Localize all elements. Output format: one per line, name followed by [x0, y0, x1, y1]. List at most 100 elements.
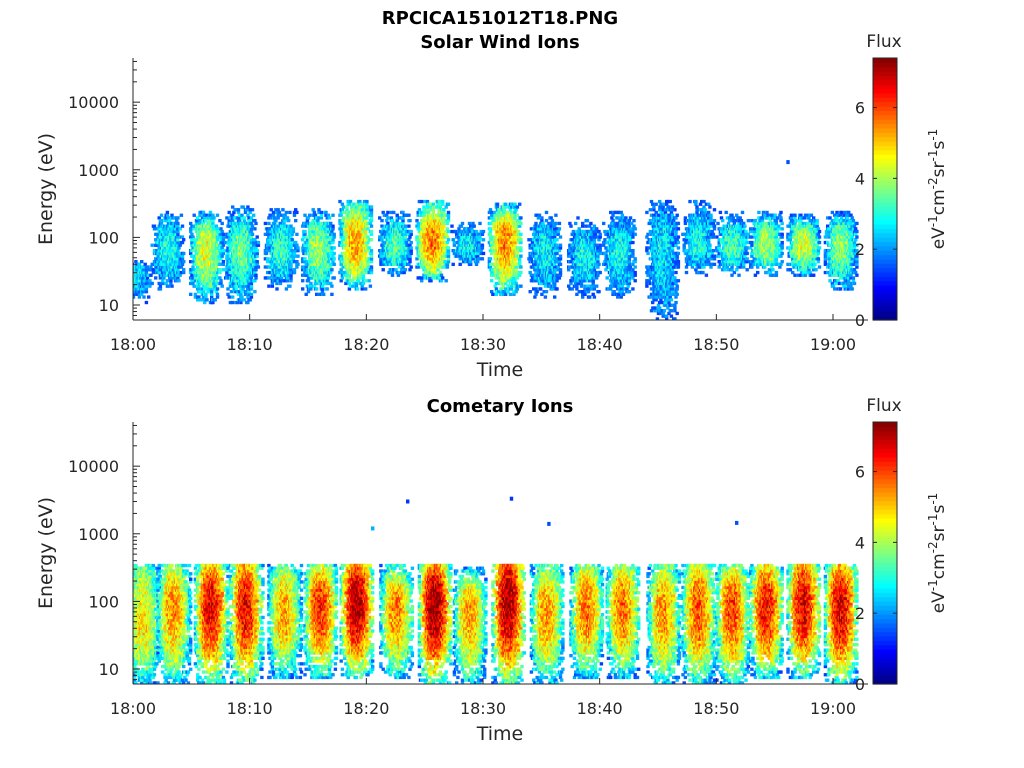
- solar-wind-cell: [315, 216, 319, 220]
- solar-wind-cell: [289, 227, 293, 231]
- solar-wind-cell: [215, 254, 220, 258]
- solar-wind-cell: [227, 238, 231, 242]
- solar-wind-cell: [190, 243, 194, 247]
- solar-wind-cell: [408, 254, 412, 258]
- solar-wind-cell: [469, 260, 473, 264]
- solar-wind-cell: [123, 285, 126, 288]
- solar-wind-cell: [128, 265, 131, 268]
- solar-wind-cell: [490, 243, 494, 247]
- solar-wind-cell: [305, 284, 310, 288]
- solar-wind-cell: [189, 229, 193, 234]
- solar-wind-cell: [420, 265, 424, 269]
- solar-wind-cell: [360, 284, 364, 288]
- solar-wind-cell: [177, 246, 181, 250]
- solar-wind-cell: [292, 270, 297, 275]
- solar-wind-cell: [331, 224, 335, 228]
- solar-wind-cell: [407, 251, 411, 256]
- solar-wind-cell: [240, 213, 244, 217]
- solar-wind-cell: [369, 238, 374, 242]
- solar-wind-cell: [442, 249, 446, 253]
- solar-wind-cell: [255, 260, 259, 264]
- solar-wind-cell: [378, 238, 382, 242]
- solar-wind-cell: [304, 224, 308, 228]
- solar-wind-cell: [409, 240, 413, 245]
- solar-wind-cell: [214, 290, 219, 294]
- solar-wind-cell: [166, 284, 171, 288]
- solar-wind-cell: [399, 216, 403, 220]
- solar-wind-cell: [287, 219, 291, 223]
- solar-wind-cell: [322, 292, 326, 296]
- solar-wind-cell: [221, 260, 226, 264]
- solar-wind-cell: [205, 213, 209, 217]
- solar-wind-burst: [450, 221, 486, 266]
- solar-wind-cell: [353, 273, 357, 277]
- solar-wind-cell: [303, 260, 307, 264]
- solar-wind-cell: [477, 240, 481, 245]
- solar-wind-cell: [271, 210, 276, 215]
- solar-wind-cell: [416, 238, 420, 242]
- solar-wind-cell: [409, 246, 413, 250]
- solar-wind-cell: [326, 273, 331, 277]
- solar-wind-cell: [309, 287, 313, 291]
- solar-wind-cell: [332, 251, 336, 256]
- solar-wind-cell: [276, 216, 280, 220]
- solar-wind-cell: [326, 281, 331, 286]
- solar-wind-cell: [280, 213, 284, 217]
- solar-wind-cell: [124, 271, 127, 274]
- solar-wind-cell: [305, 240, 310, 245]
- solar-wind-cell: [145, 279, 150, 283]
- solar-wind-cell: [130, 276, 133, 279]
- solar-wind-cell: [176, 224, 180, 228]
- solar-wind-cell: [442, 265, 446, 269]
- solar-wind-burst: [150, 210, 186, 291]
- solar-wind-cell: [344, 281, 348, 286]
- solar-wind-cell: [330, 292, 334, 296]
- solar-wind-cell: [123, 271, 126, 274]
- solar-wind-cell: [479, 249, 483, 253]
- solar-wind-cell: [434, 273, 438, 277]
- solar-wind-cell: [401, 210, 405, 215]
- solar-wind-cell: [446, 254, 451, 258]
- solar-wind-cell: [249, 257, 254, 261]
- solar-wind-cell: [364, 270, 368, 275]
- solar-wind-cell: [193, 292, 198, 296]
- solar-wind-cell: [345, 276, 349, 280]
- solar-wind-cell: [491, 235, 495, 239]
- solar-wind-cell: [367, 246, 371, 250]
- solar-wind-cell: [444, 219, 448, 223]
- solar-wind-cell: [242, 219, 247, 223]
- solar-wind-cell: [176, 229, 180, 234]
- solar-wind-cell: [121, 293, 124, 296]
- solar-wind-cell: [234, 208, 238, 212]
- solar-wind-cell: [193, 276, 198, 280]
- solar-wind-cell: [200, 216, 205, 220]
- solar-wind-cell: [227, 219, 231, 223]
- solar-wind-cell: [364, 238, 368, 242]
- solar-wind-cell: [327, 243, 332, 247]
- solar-wind-cell: [219, 249, 223, 253]
- solar-wind-cell: [235, 284, 240, 288]
- solar-wind-cell: [339, 232, 343, 236]
- solar-wind-cell: [144, 287, 149, 291]
- solar-wind-cell: [144, 300, 149, 305]
- solar-wind-cell: [420, 229, 424, 234]
- solar-wind-cell: [361, 205, 366, 209]
- solar-wind-cell: [339, 213, 343, 217]
- solar-wind-cell: [325, 287, 329, 291]
- solar-wind-cell: [253, 227, 257, 231]
- solar-wind-cell: [317, 292, 321, 296]
- solar-wind-cell: [359, 202, 363, 206]
- solar-wind-cell: [443, 213, 447, 217]
- solar-wind-cell: [242, 216, 247, 220]
- solar-wind-cell: [207, 219, 212, 223]
- solar-wind-cell: [358, 199, 362, 204]
- solar-wind-cell: [332, 276, 336, 280]
- solar-wind-cell: [231, 213, 235, 217]
- solar-wind-cell: [158, 276, 163, 280]
- solar-wind-cell: [278, 221, 283, 226]
- solar-wind-cell: [326, 254, 331, 258]
- solar-wind-cell: [252, 240, 256, 245]
- solar-wind-cell: [173, 221, 178, 226]
- solar-wind-cell: [408, 257, 412, 261]
- solar-wind-cell: [319, 213, 324, 217]
